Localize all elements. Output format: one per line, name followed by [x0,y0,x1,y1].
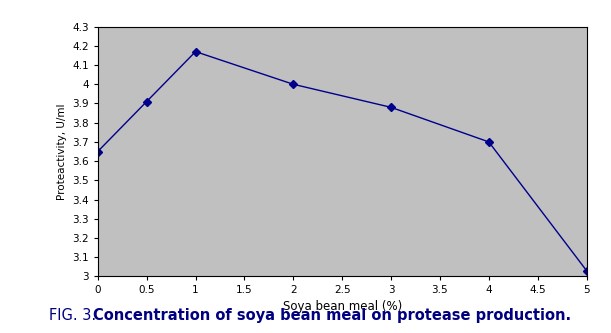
Y-axis label: Proteactivity, U/ml: Proteactivity, U/ml [57,103,67,200]
X-axis label: Soya bean meal (%): Soya bean meal (%) [282,300,402,313]
Text: Concentration of soya bean meal on protease production.: Concentration of soya bean meal on prote… [93,308,572,323]
Text: FIG. 3.: FIG. 3. [49,308,101,323]
